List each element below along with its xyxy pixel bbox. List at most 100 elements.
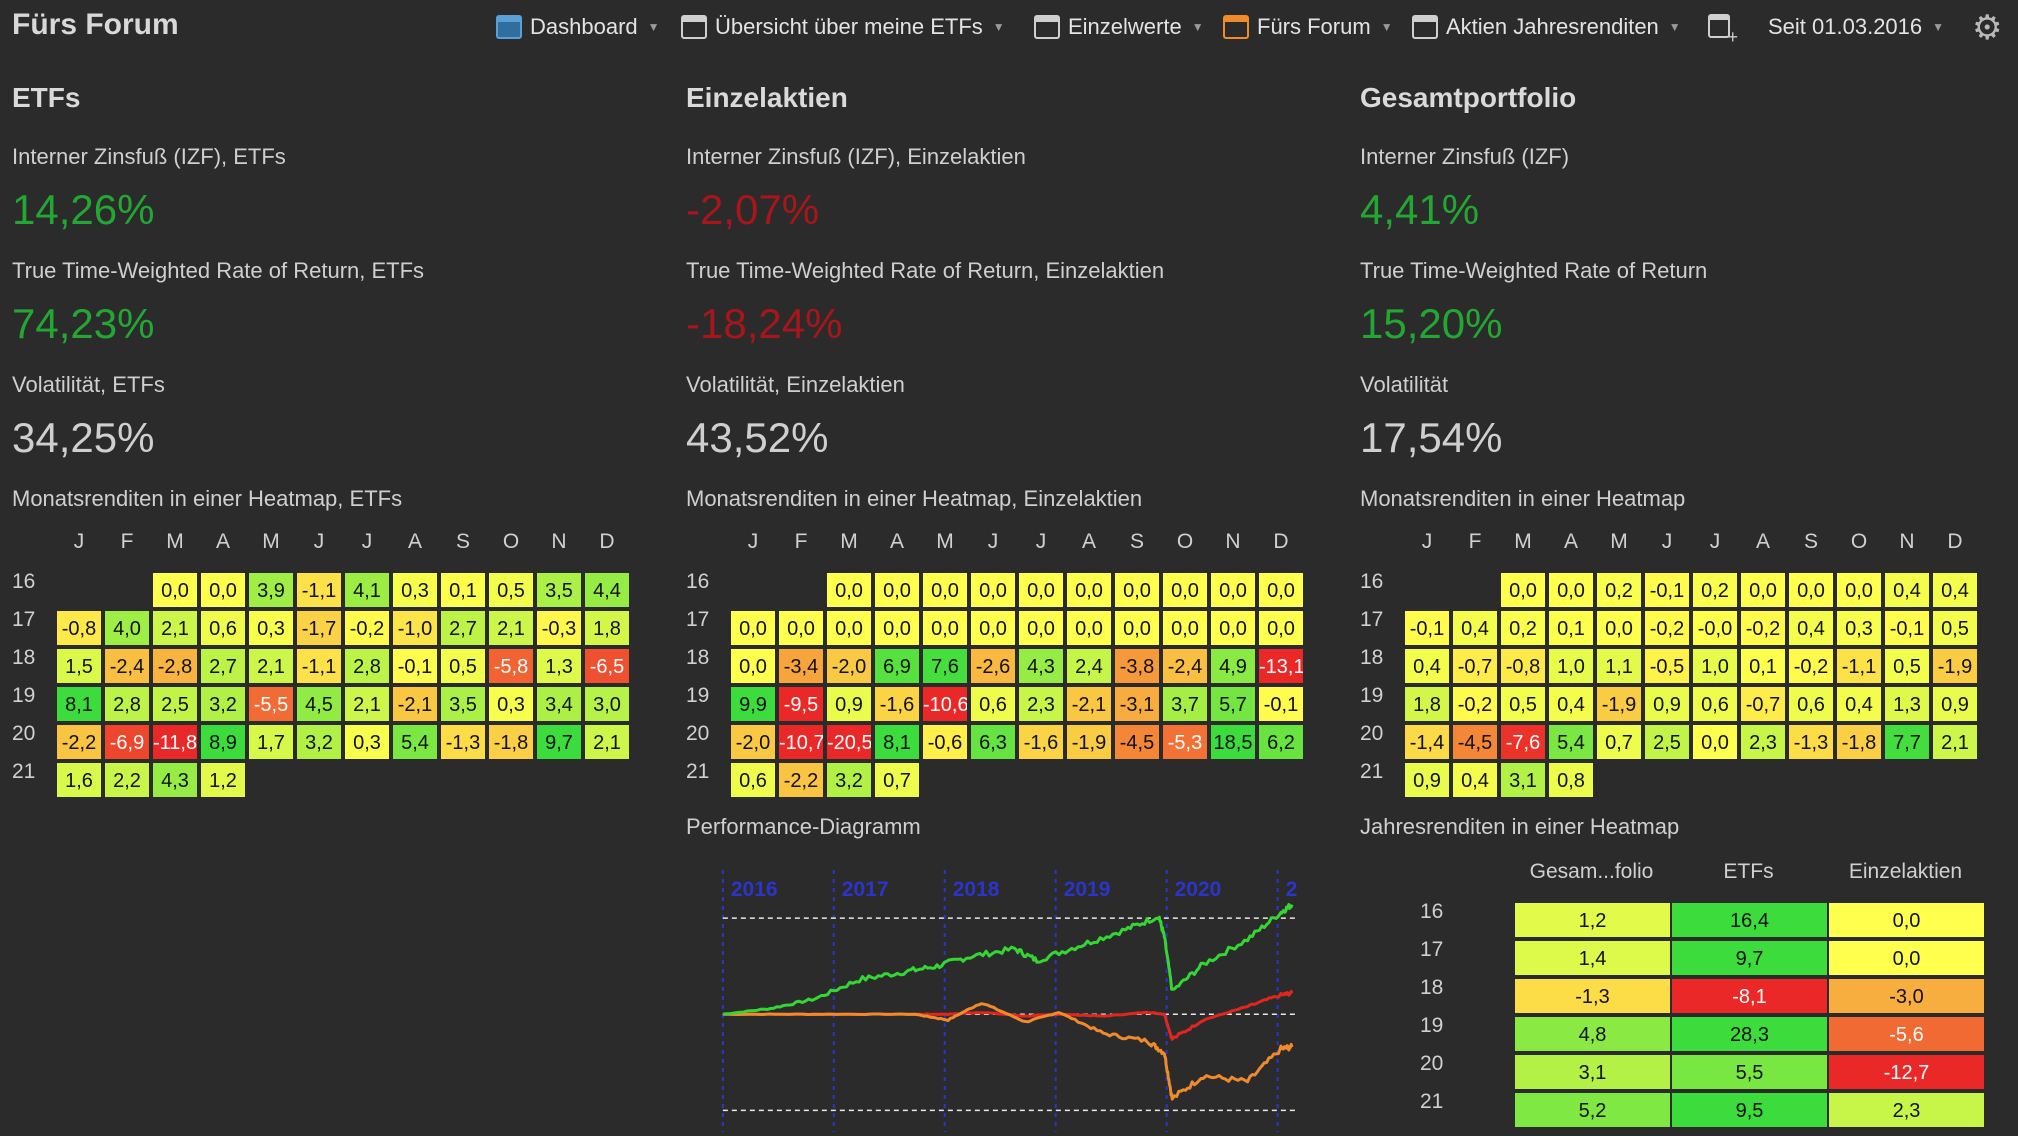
heatmap-cell[interactable]: -0,8 (56, 610, 102, 646)
heatmap-cell[interactable]: -2,1 (392, 686, 438, 722)
tab-einzelwerte[interactable]: Einzelwerte ▼ (1034, 8, 1204, 46)
heatmap-cell[interactable]: 3,4 (536, 686, 582, 722)
heatmap-cell[interactable]: -0,7 (1452, 648, 1498, 684)
heatmap-cell[interactable]: 1,3 (536, 648, 582, 684)
heatmap-cell[interactable]: 0,0 (1692, 724, 1738, 760)
heatmap-cell[interactable]: 0,0 (778, 610, 824, 646)
heatmap-cell[interactable]: -2,0 (730, 724, 776, 760)
heatmap-cell[interactable]: 0,5 (1932, 610, 1978, 646)
heatmap-cell[interactable]: 4,1 (344, 572, 390, 608)
heatmap-cell[interactable]: 2,1 (1932, 724, 1978, 760)
heatmap-cell[interactable]: -1,1 (1836, 648, 1882, 684)
heatmap-cell[interactable]: 9,9 (730, 686, 776, 722)
heatmap-cell[interactable]: -0,2 (1740, 610, 1786, 646)
heatmap-cell[interactable]: 2,4 (1066, 648, 1112, 684)
heatmap-cell[interactable]: -0,1 (1404, 610, 1450, 646)
heatmap-cell[interactable]: 0,4 (1452, 762, 1498, 798)
heatmap-cell[interactable]: 8,9 (200, 724, 246, 760)
yearly-cell[interactable]: -1,3 (1514, 978, 1671, 1014)
heatmap-cell[interactable]: 0,0 (1066, 572, 1112, 608)
heatmap-cell[interactable]: 3,0 (584, 686, 630, 722)
heatmap-cell[interactable]: -1,9 (1066, 724, 1112, 760)
heatmap-cell[interactable]: 2,1 (344, 686, 390, 722)
heatmap-cell[interactable]: 0,6 (1788, 686, 1834, 722)
heatmap-cell[interactable]: 2,3 (1740, 724, 1786, 760)
heatmap-cell[interactable]: -9,5 (778, 686, 824, 722)
heatmap-cell[interactable]: 0,0 (200, 572, 246, 608)
heatmap-cell[interactable]: 1,6 (56, 762, 102, 798)
heatmap-cell[interactable]: 0,0 (874, 610, 920, 646)
heatmap-cell[interactable]: -1,9 (1932, 648, 1978, 684)
heatmap-cell[interactable]: 0,2 (1596, 572, 1642, 608)
heatmap-cell[interactable]: 0,7 (874, 762, 920, 798)
heatmap-cell[interactable]: 1,2 (200, 762, 246, 798)
heatmap-cell[interactable]: 2,3 (1018, 686, 1064, 722)
heatmap-cell[interactable]: -2,4 (1162, 648, 1208, 684)
heatmap-cell[interactable]: 4,3 (1018, 648, 1064, 684)
heatmap-cell[interactable]: 0,6 (970, 686, 1016, 722)
heatmap-cell[interactable]: 0,6 (200, 610, 246, 646)
heatmap-cell[interactable]: 0,4 (1452, 610, 1498, 646)
heatmap-cell[interactable]: 7,6 (922, 648, 968, 684)
heatmap-cell[interactable]: 0,9 (1644, 686, 1690, 722)
heatmap-cell[interactable]: 0,0 (152, 572, 198, 608)
yearly-cell[interactable]: 9,7 (1671, 940, 1828, 976)
heatmap-cell[interactable]: -1,8 (1836, 724, 1882, 760)
heatmap-cell[interactable]: -6,5 (584, 648, 630, 684)
heatmap-cell[interactable]: -0,2 (344, 610, 390, 646)
heatmap-cell[interactable]: 0,6 (1692, 686, 1738, 722)
heatmap-cell[interactable]: 0,2 (1692, 572, 1738, 608)
yearly-cell[interactable]: -5,6 (1828, 1016, 1985, 1052)
heatmap-cell[interactable]: 0,3 (344, 724, 390, 760)
heatmap-cell[interactable]: -1,8 (488, 724, 534, 760)
add-tab-icon[interactable] (1708, 14, 1738, 48)
chevron-down-icon[interactable]: ▼ (1191, 20, 1204, 34)
yearly-column-header[interactable]: Gesam...folio (1529, 860, 1654, 883)
heatmap-cell[interactable]: 3,5 (536, 572, 582, 608)
heatmap-cell[interactable]: -6,9 (104, 724, 150, 760)
heatmap-cell[interactable]: -4,5 (1114, 724, 1160, 760)
heatmap-cell[interactable]: 7,7 (1884, 724, 1930, 760)
heatmap-cell[interactable]: 0,3 (1836, 610, 1882, 646)
heatmap-cell[interactable]: 0,3 (248, 610, 294, 646)
chevron-down-icon[interactable]: ▼ (1932, 20, 1945, 34)
tab-etf-overview[interactable]: Übersicht über meine ETFs ▼ (681, 8, 1005, 46)
heatmap-cell[interactable]: 0,0 (826, 572, 872, 608)
heatmap-cell[interactable]: -1,3 (440, 724, 486, 760)
gear-icon[interactable]: ⚙ (1972, 9, 2003, 47)
heatmap-cell[interactable]: 0,0 (730, 610, 776, 646)
heatmap-cell[interactable]: 5,7 (1210, 686, 1256, 722)
yearly-cell[interactable]: 3,1 (1514, 1054, 1671, 1090)
heatmap-cell[interactable]: 2,8 (104, 686, 150, 722)
heatmap-cell[interactable]: 0,3 (392, 572, 438, 608)
heatmap-cell[interactable]: -0,5 (1644, 648, 1690, 684)
heatmap-cell[interactable]: 18,5 (1210, 724, 1256, 760)
heatmap-cell[interactable]: 4,0 (104, 610, 150, 646)
heatmap-cell[interactable]: -0,1 (1258, 686, 1304, 722)
heatmap-cell[interactable]: 0,0 (922, 572, 968, 608)
heatmap-cell[interactable]: 0,0 (1114, 572, 1160, 608)
heatmap-cell[interactable]: 0,5 (1884, 648, 1930, 684)
heatmap-cell[interactable]: 0,5 (1500, 686, 1546, 722)
heatmap-cell[interactable]: 6,2 (1258, 724, 1304, 760)
heatmap-cell[interactable]: 0,0 (730, 648, 776, 684)
heatmap-cell[interactable]: -0,2 (1788, 648, 1834, 684)
period-selector[interactable]: Seit 01.03.2016 ▼ (1768, 8, 1944, 46)
heatmap-cell[interactable]: 4,4 (584, 572, 630, 608)
yearly-cell[interactable]: 5,5 (1671, 1054, 1828, 1090)
chevron-down-icon[interactable]: ▼ (1668, 20, 1681, 34)
heatmap-cell[interactable]: 0,0 (1210, 610, 1256, 646)
heatmap-cell[interactable]: -20,5 (826, 724, 872, 760)
heatmap-cell[interactable]: 3,2 (296, 724, 342, 760)
yearly-cell[interactable]: 1,4 (1514, 940, 1671, 976)
heatmap-cell[interactable]: -10,6 (922, 686, 968, 722)
heatmap-cell[interactable]: -0,1 (1644, 572, 1690, 608)
heatmap-cell[interactable]: -2,6 (970, 648, 1016, 684)
heatmap-cell[interactable]: -5,3 (1162, 724, 1208, 760)
heatmap-cell[interactable]: -0,6 (922, 724, 968, 760)
heatmap-cell[interactable]: 2,5 (1644, 724, 1690, 760)
heatmap-cell[interactable]: 6,3 (970, 724, 1016, 760)
yearly-column-header[interactable]: Einzelaktien (1848, 860, 1963, 883)
heatmap-cell[interactable]: 0,4 (1884, 572, 1930, 608)
heatmap-cell[interactable]: -0,8 (1500, 648, 1546, 684)
